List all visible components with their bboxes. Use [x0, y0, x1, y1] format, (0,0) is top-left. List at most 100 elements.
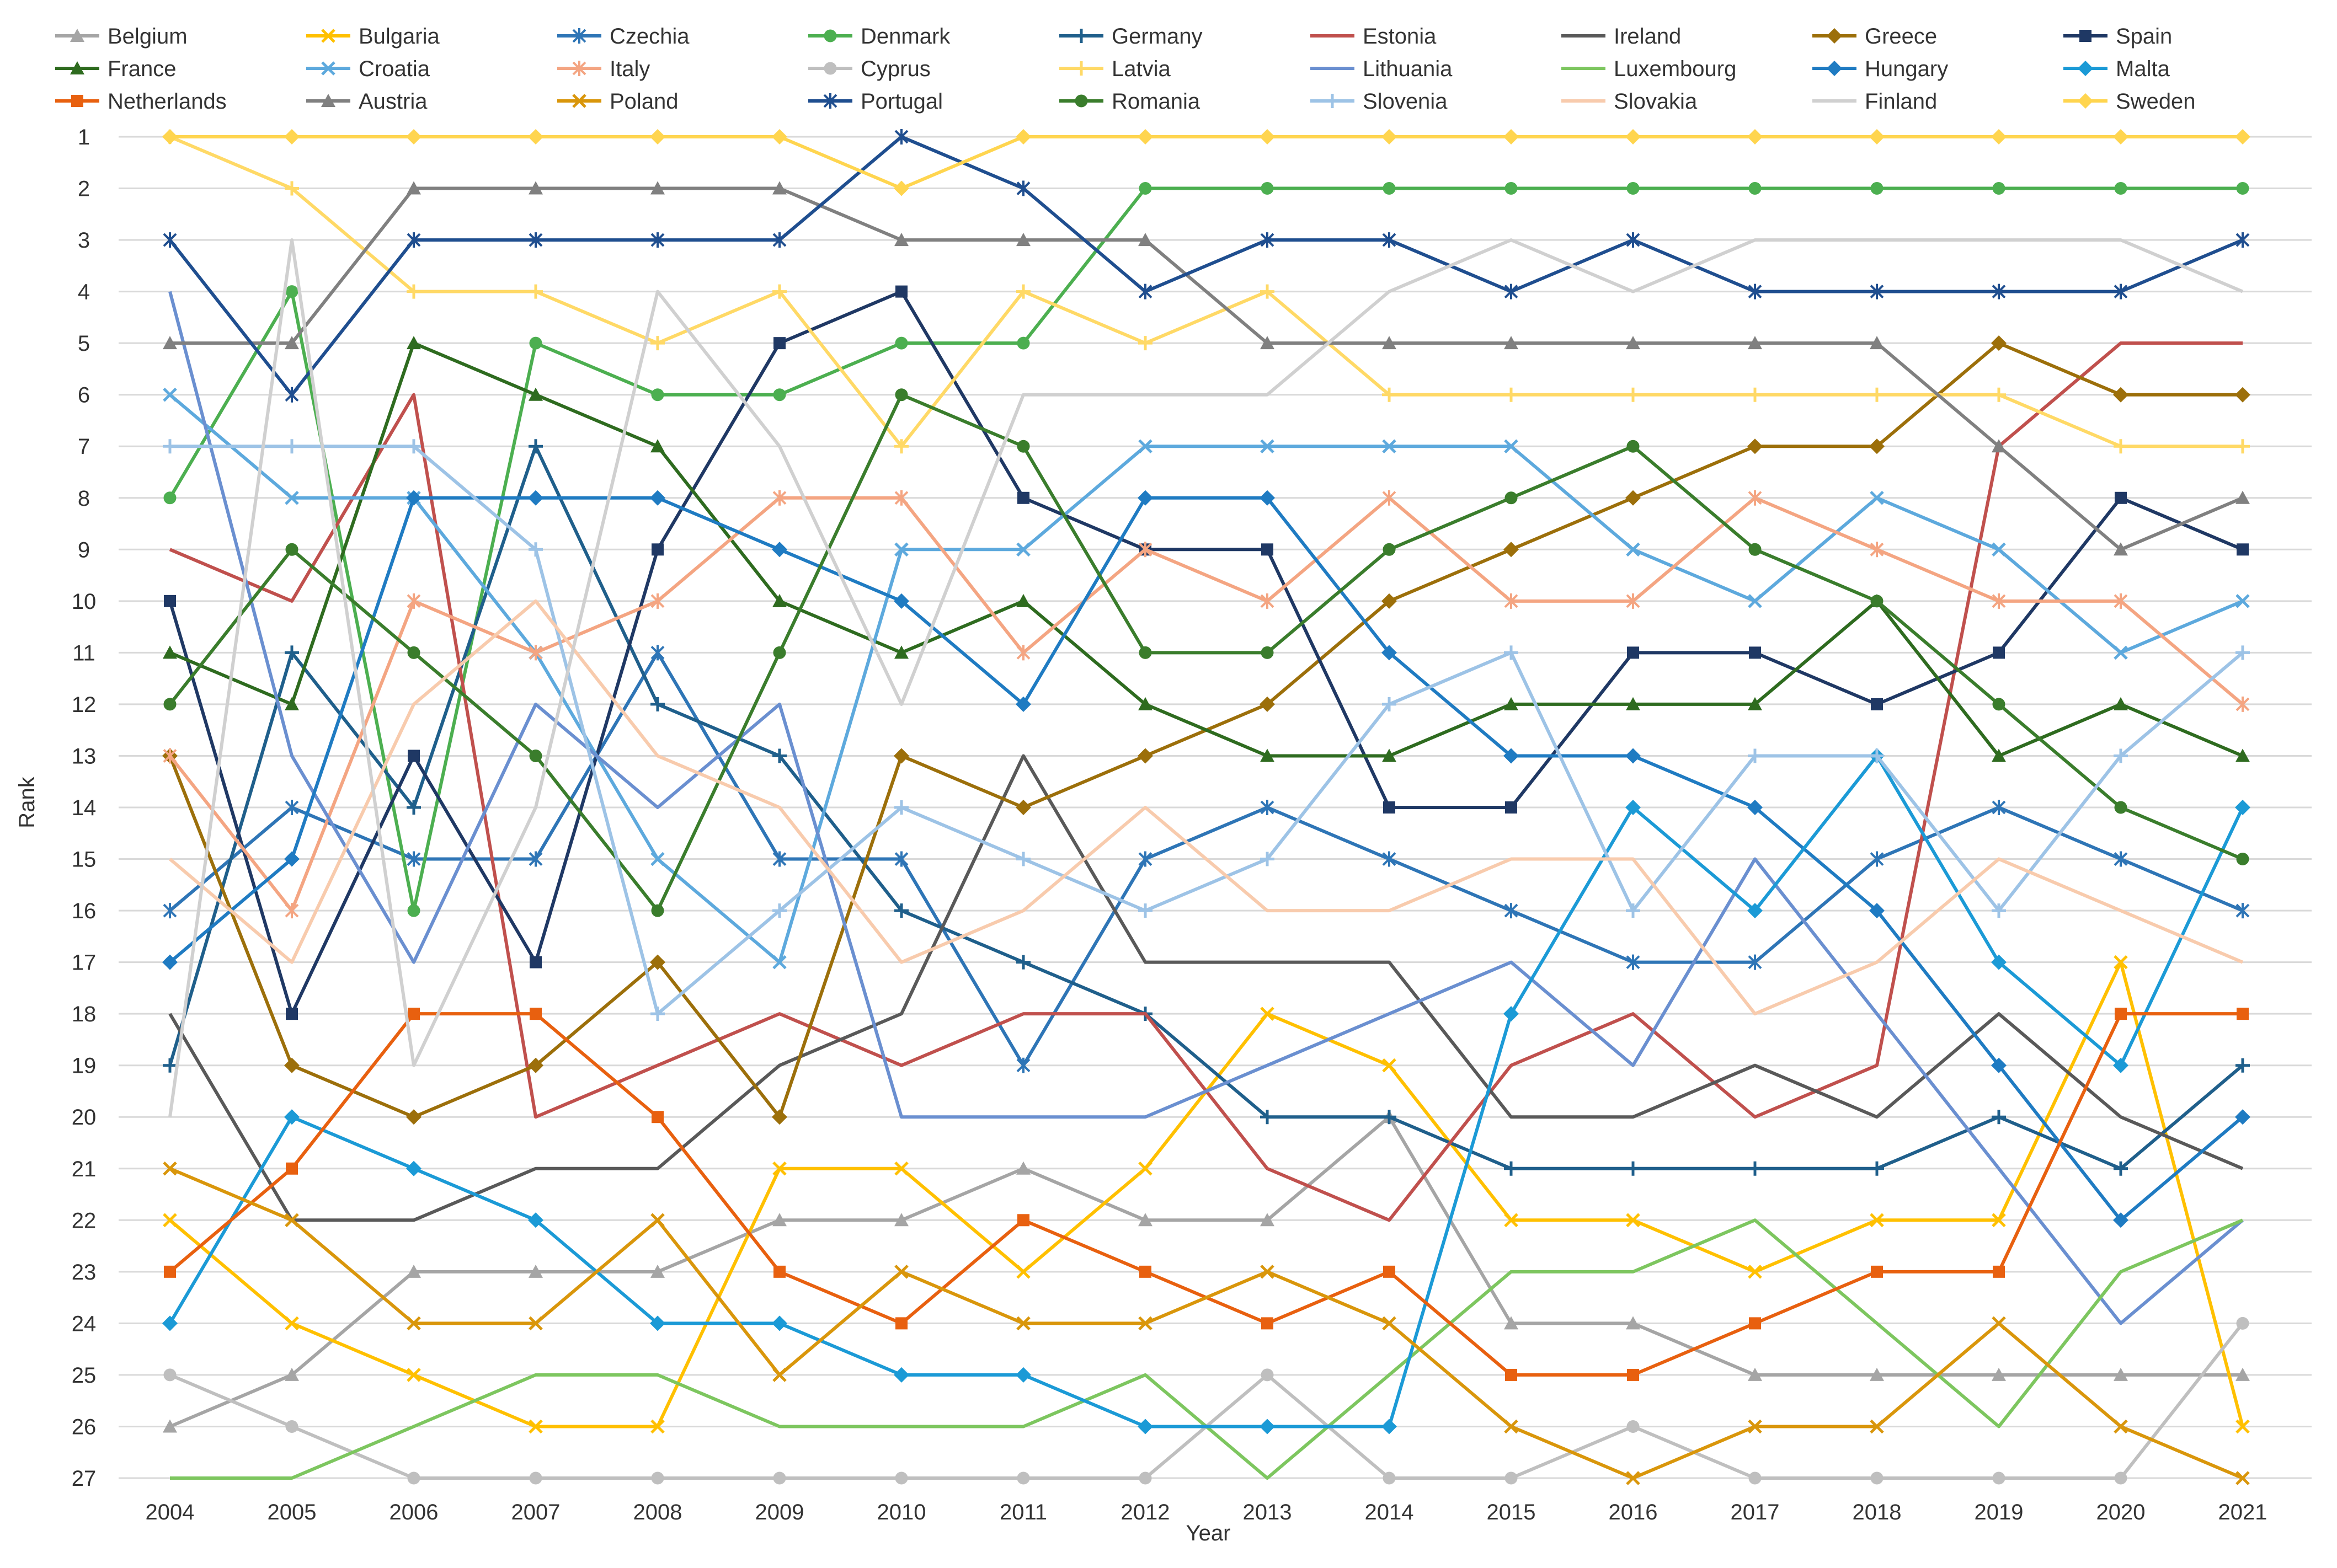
data-point-czechia — [2114, 851, 2128, 867]
x-tick-label: 2006 — [390, 1500, 439, 1524]
data-point-slovenia — [529, 542, 543, 557]
data-point-latvia — [1748, 387, 1762, 402]
data-point-bulgaria — [894, 1162, 909, 1176]
data-point-poland — [2114, 1419, 2128, 1434]
x-tick-label: 2007 — [511, 1500, 561, 1524]
x-tick-label: 2018 — [1853, 1500, 1902, 1524]
data-point-spain — [1627, 646, 1639, 659]
series-latvia — [163, 130, 2250, 454]
legend-item-estonia: Estonia — [1310, 24, 1437, 49]
data-point-sweden — [284, 129, 300, 145]
data-point-denmark — [1383, 182, 1396, 195]
data-point-latvia — [407, 284, 421, 299]
data-point-romania — [1139, 646, 1152, 659]
y-tick-label: 15 — [72, 848, 97, 872]
data-point-malta — [1991, 954, 2007, 970]
data-point-italy — [529, 645, 543, 661]
legend-item-denmark: Denmark — [808, 24, 951, 49]
legend-marker — [321, 29, 335, 43]
data-point-portugal — [285, 387, 299, 403]
data-point-czechia — [1016, 1057, 1031, 1073]
legend-label: Belgium — [108, 24, 188, 49]
y-tick-label: 21 — [72, 1157, 97, 1181]
series-line-lithuania — [168, 291, 2244, 1325]
series-lithuania — [168, 291, 2244, 1325]
data-point-latvia — [285, 181, 299, 196]
data-point-netherlands — [1993, 1265, 2005, 1278]
data-point-spain — [1505, 801, 1517, 814]
data-point-hungary — [1016, 696, 1031, 712]
data-point-germany — [894, 903, 909, 918]
legend-label: Latvia — [1112, 57, 1171, 81]
legend-label: Sweden — [2116, 89, 2196, 114]
data-point-austria — [529, 181, 543, 195]
data-point-denmark — [1992, 182, 2005, 195]
legend-item-lithuania: Lithuania — [1310, 57, 1453, 81]
data-point-hungary — [406, 490, 421, 506]
data-point-cyprus — [1748, 1471, 1762, 1485]
data-point-croatia — [1748, 594, 1762, 608]
data-point-france — [2235, 748, 2250, 762]
data-point-netherlands — [895, 1317, 908, 1330]
data-point-malta — [1016, 1367, 1031, 1383]
legend-item-croatia: Croatia — [306, 57, 430, 81]
data-point-croatia — [772, 955, 787, 970]
y-tick-label: 4 — [78, 280, 90, 304]
data-point-germany — [1992, 1110, 2006, 1125]
data-point-austria — [1260, 336, 1274, 350]
data-point-cyprus — [1139, 1471, 1152, 1485]
data-point-sweden — [1991, 129, 2007, 145]
data-point-portugal — [772, 232, 787, 248]
data-point-portugal — [163, 232, 177, 248]
data-point-latvia — [1992, 387, 2006, 402]
data-point-cyprus — [651, 1471, 664, 1485]
data-point-portugal — [1138, 283, 1153, 299]
series-slovakia — [169, 599, 2244, 1016]
x-tick-label: 2013 — [1243, 1500, 1292, 1524]
data-point-sweden — [772, 129, 787, 145]
data-point-greece — [1625, 490, 1641, 506]
series-italy — [163, 490, 2250, 919]
data-point-spain — [286, 1008, 298, 1020]
data-point-greece — [284, 1057, 300, 1073]
series-line-ireland — [168, 754, 2244, 1222]
data-point-hungary — [1625, 748, 1641, 764]
data-point-slovenia — [1138, 903, 1153, 918]
data-point-greece — [1869, 438, 1885, 454]
data-point-denmark — [895, 336, 908, 350]
data-point-france — [1626, 697, 1640, 710]
legend-label: Portugal — [861, 89, 943, 114]
legend-item-spain: Spain — [2063, 24, 2172, 49]
data-point-sweden — [894, 180, 909, 196]
data-point-france — [1260, 748, 1274, 762]
x-tick-label: 2016 — [1609, 1500, 1658, 1524]
data-point-cyprus — [773, 1471, 786, 1485]
legend-marker — [823, 93, 837, 109]
legend-marker — [1074, 61, 1089, 76]
data-point-germany — [407, 800, 421, 815]
legend-marker — [70, 29, 84, 42]
data-point-cyprus — [1992, 1471, 2005, 1485]
legend-label: Bulgaria — [359, 24, 440, 49]
data-point-hungary — [1138, 490, 1153, 506]
x-tick-label: 2009 — [755, 1500, 804, 1524]
data-point-czechia — [650, 645, 665, 661]
data-point-czechia — [1992, 800, 2006, 815]
y-tick-label: 2 — [78, 177, 90, 201]
legend-item-ireland: Ireland — [1561, 24, 1681, 49]
data-point-germany — [1016, 955, 1031, 970]
data-point-latvia — [1626, 387, 1640, 402]
data-point-cyprus — [1261, 1368, 1274, 1382]
legend-label: Slovenia — [1363, 89, 1448, 114]
series-line-malta — [168, 754, 2244, 1428]
data-point-slovenia — [894, 800, 909, 815]
data-point-czechia — [1504, 903, 1518, 919]
data-point-sweden — [1503, 129, 1519, 145]
series-croatia — [163, 387, 2250, 970]
data-point-romania — [773, 646, 786, 659]
data-point-hungary — [284, 851, 300, 867]
data-point-netherlands — [1749, 1317, 1761, 1330]
y-tick-label: 19 — [72, 1054, 97, 1078]
data-point-slovenia — [285, 439, 299, 454]
legend-label: Greece — [1865, 24, 1937, 49]
